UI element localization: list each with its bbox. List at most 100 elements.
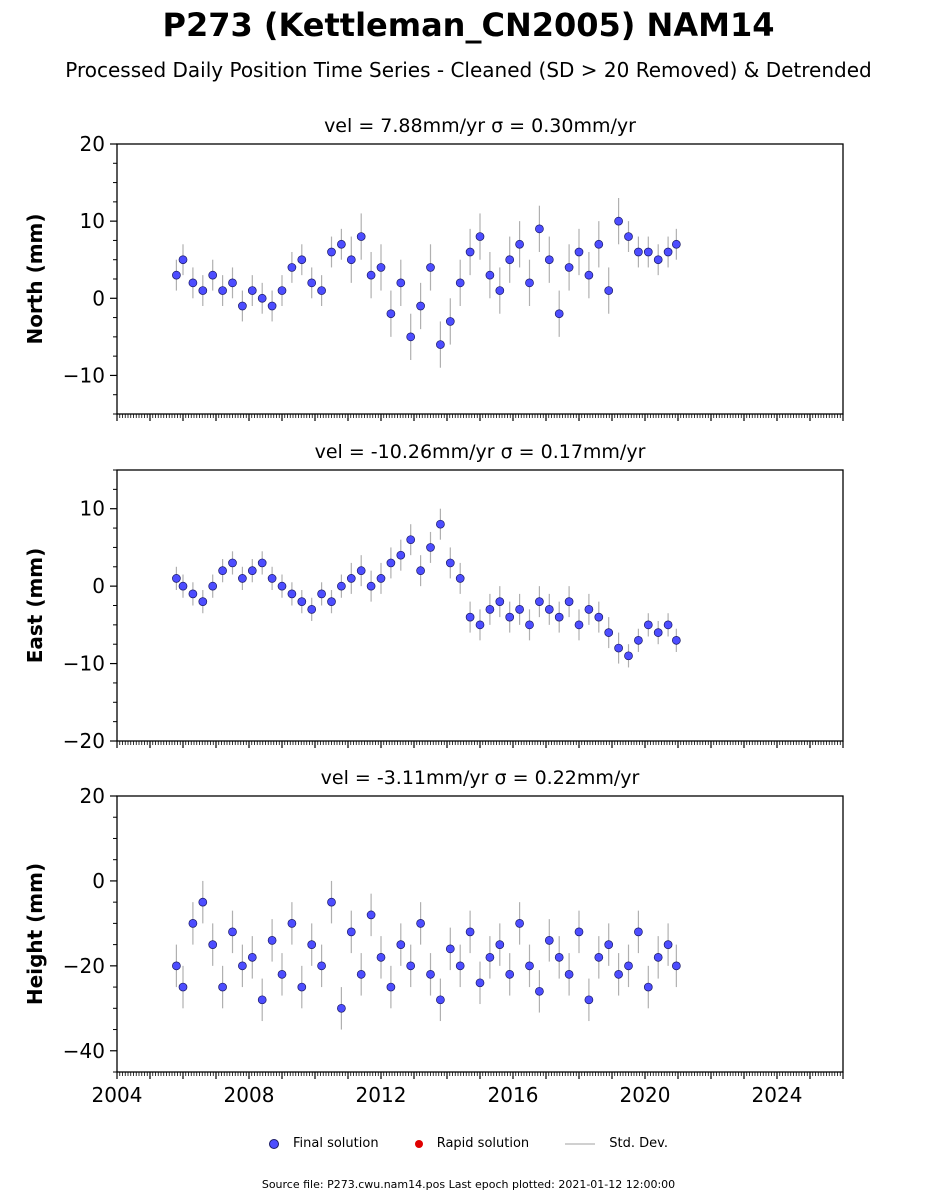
y-tick-label-1-3: 10 <box>80 497 105 521</box>
data-point-2-12 <box>287 919 297 928</box>
std-dev-line-icon <box>565 1142 596 1145</box>
data-point-0-47 <box>634 247 643 257</box>
data-point-1-37 <box>535 597 544 606</box>
data-point-2-20 <box>366 910 376 920</box>
data-point-0-13 <box>297 255 307 265</box>
data-point-0-33 <box>495 286 505 295</box>
y-tick-label-1-2: 0 <box>92 574 105 598</box>
data-point-1-23 <box>396 550 406 560</box>
data-point-2-33 <box>495 940 505 949</box>
rapid-solution-marker-icon <box>414 1139 423 1148</box>
data-point-0-36 <box>525 278 534 288</box>
data-point-2-47 <box>634 927 643 937</box>
data-point-0-27 <box>436 340 445 349</box>
data-point-2-43 <box>594 953 604 962</box>
data-point-0-40 <box>564 263 574 272</box>
data-point-0-46 <box>624 232 633 241</box>
data-point-0-17 <box>337 239 346 249</box>
data-point-1-35 <box>515 605 524 614</box>
x-tick-label-2: 2012 <box>356 1083 407 1107</box>
y-tick-label-0-3: 20 <box>80 132 105 156</box>
data-point-1-45 <box>614 643 623 653</box>
data-point-2-14 <box>307 940 317 949</box>
data-point-2-23 <box>396 940 406 949</box>
data-point-0-15 <box>317 286 326 295</box>
data-point-1-6 <box>228 558 237 568</box>
data-point-0-21 <box>376 263 386 272</box>
data-point-2-13 <box>297 982 307 992</box>
data-point-0-45 <box>614 216 623 226</box>
data-point-2-15 <box>317 961 326 971</box>
data-point-2-51 <box>671 961 681 971</box>
y-tick-label-0-2: 10 <box>80 209 105 233</box>
data-point-1-42 <box>584 605 594 614</box>
data-point-1-7 <box>238 574 247 583</box>
data-point-0-50 <box>663 247 673 257</box>
data-point-1-0 <box>172 574 181 583</box>
data-point-1-9 <box>257 558 267 568</box>
panel-title-0: vel = 7.88mm/yr σ = 0.30mm/yr <box>324 115 636 137</box>
y-axis-label-0: North (mm) <box>23 213 47 344</box>
data-point-2-21 <box>376 953 386 962</box>
data-point-2-3 <box>198 897 208 907</box>
data-point-0-9 <box>257 293 267 303</box>
data-point-0-26 <box>426 263 435 272</box>
data-point-0-25 <box>416 301 425 311</box>
data-point-0-37 <box>535 224 544 234</box>
data-point-0-48 <box>643 247 653 257</box>
data-point-0-6 <box>228 278 237 288</box>
data-point-1-31 <box>475 620 485 630</box>
data-point-1-46 <box>624 651 633 661</box>
data-point-2-5 <box>218 982 227 992</box>
data-point-2-36 <box>525 961 534 971</box>
data-point-1-18 <box>346 574 356 583</box>
data-point-0-30 <box>465 247 475 257</box>
data-point-1-4 <box>208 581 218 591</box>
data-point-2-17 <box>337 1003 346 1013</box>
data-point-0-35 <box>515 239 524 249</box>
data-point-1-26 <box>426 543 435 552</box>
data-point-1-12 <box>287 589 297 599</box>
data-point-2-46 <box>624 961 633 971</box>
data-point-2-42 <box>584 995 594 1005</box>
data-point-0-16 <box>327 247 336 257</box>
data-point-1-44 <box>604 628 614 637</box>
data-point-1-13 <box>297 597 307 606</box>
data-point-0-24 <box>406 332 416 342</box>
data-point-2-34 <box>505 969 515 979</box>
data-point-0-22 <box>386 309 396 319</box>
legend-item-std: Std. Dev. <box>565 1136 668 1151</box>
data-point-2-50 <box>663 940 673 949</box>
data-point-2-19 <box>356 969 366 979</box>
data-point-0-39 <box>554 309 564 319</box>
data-point-2-24 <box>406 961 416 971</box>
data-point-1-11 <box>277 581 287 591</box>
data-point-1-33 <box>495 597 505 606</box>
data-point-0-29 <box>455 278 465 288</box>
data-point-1-50 <box>663 620 673 630</box>
data-point-2-10 <box>267 936 277 945</box>
data-point-2-28 <box>445 944 455 954</box>
x-tick-label-5: 2024 <box>752 1083 803 1107</box>
data-point-2-31 <box>475 978 485 988</box>
x-tick-label-1: 2008 <box>224 1083 275 1107</box>
y-tick-label-2-3: 20 <box>80 784 105 808</box>
data-point-0-38 <box>544 255 554 265</box>
x-tick-label-4: 2020 <box>620 1083 671 1107</box>
y-axis-label-1: East (mm) <box>23 548 47 664</box>
data-point-0-8 <box>247 286 257 295</box>
data-point-2-39 <box>554 953 564 962</box>
data-point-0-23 <box>396 278 406 288</box>
data-point-0-11 <box>277 286 287 295</box>
data-point-0-1 <box>178 255 188 265</box>
data-point-1-14 <box>307 605 317 614</box>
data-point-0-28 <box>445 317 455 326</box>
figure-title: P273 (Kettleman_CN2005) NAM14 <box>162 6 775 44</box>
data-point-2-35 <box>515 919 524 928</box>
data-point-1-21 <box>376 574 386 583</box>
data-point-1-29 <box>455 574 465 583</box>
final-solution-marker-icon <box>268 1138 279 1149</box>
data-point-1-16 <box>327 597 336 606</box>
plot-frame-1 <box>116 469 844 742</box>
